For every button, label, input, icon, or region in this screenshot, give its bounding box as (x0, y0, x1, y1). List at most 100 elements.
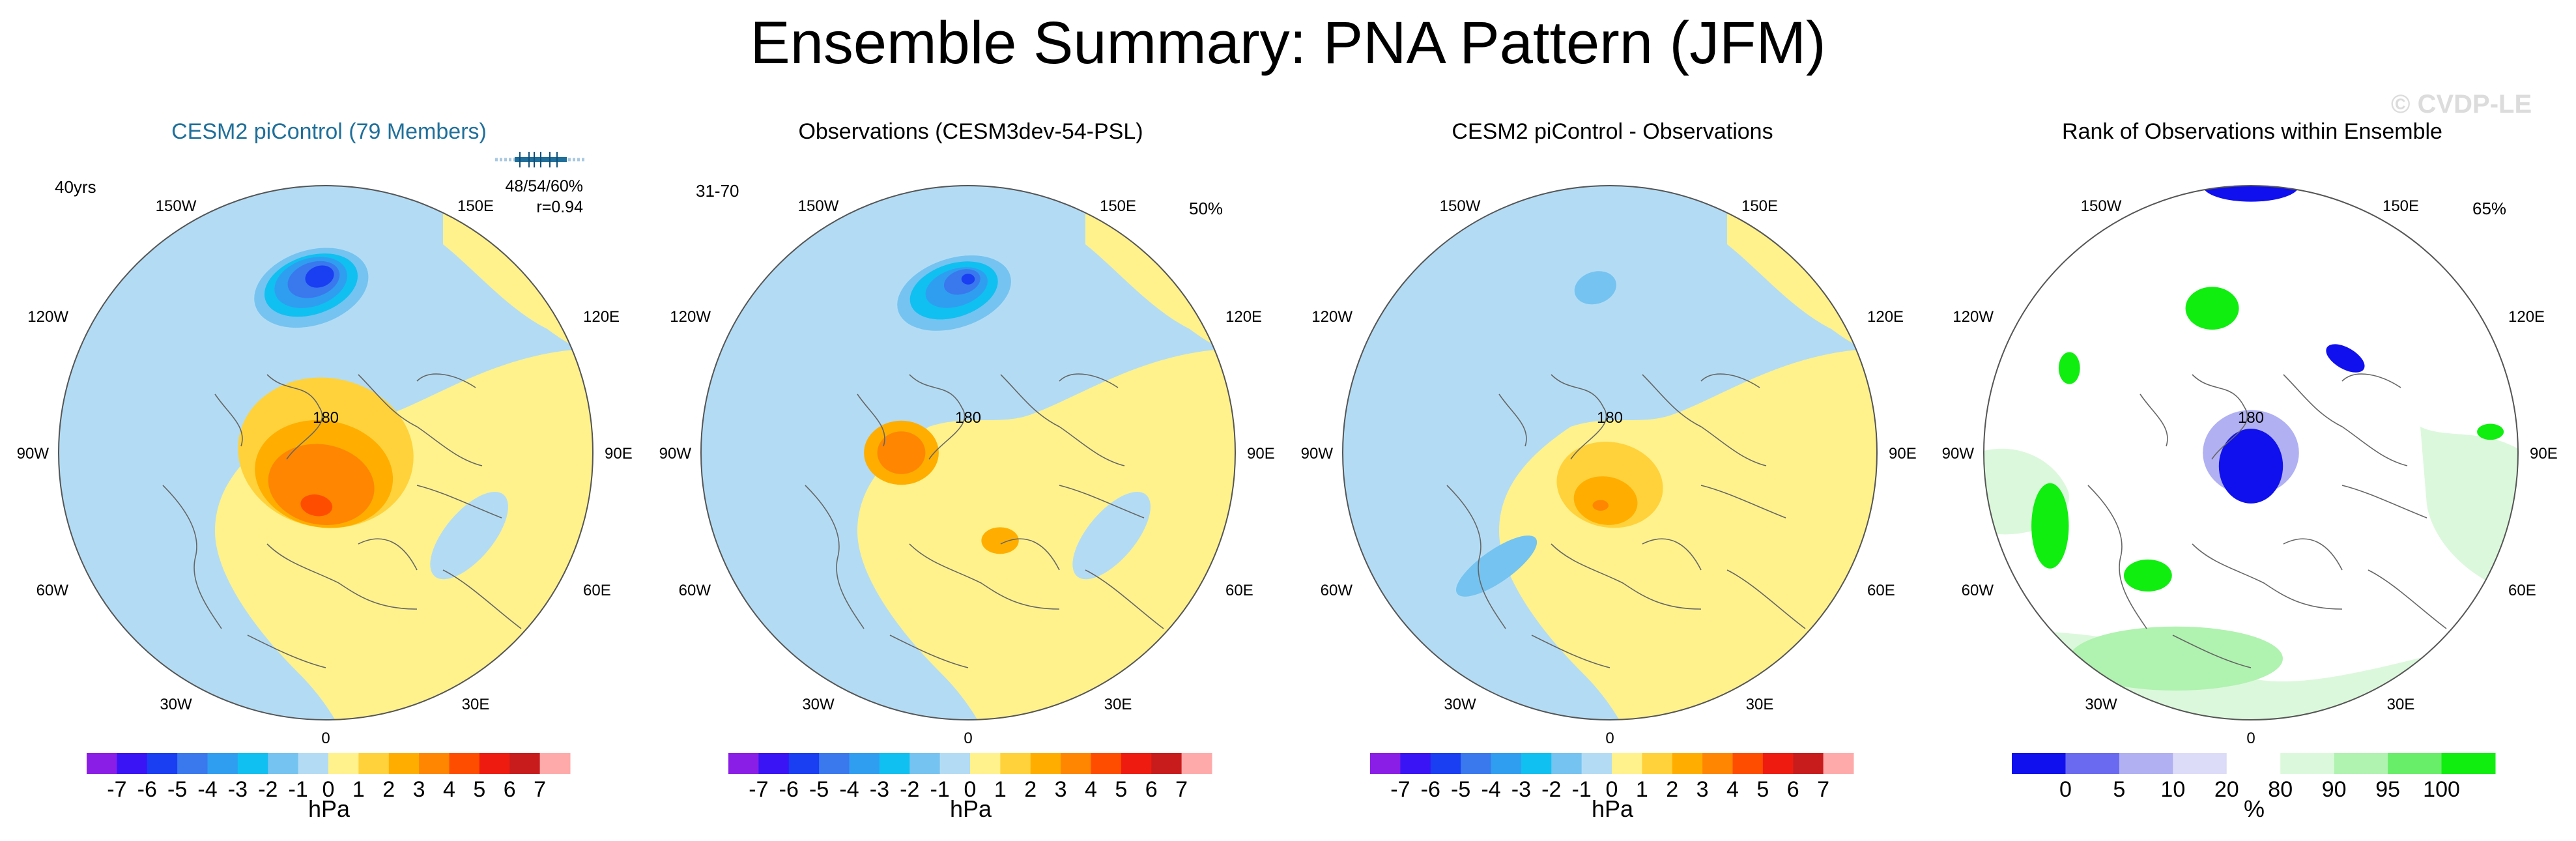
colorbar-tick-2-0: -7 (1390, 777, 1410, 802)
colorbar-tick-0-9: 2 (382, 777, 395, 802)
colorbar-tick-1-13: 6 (1145, 777, 1158, 802)
colorbar-tick-0-4: -3 (227, 777, 248, 802)
colorbar-box-3 (819, 753, 850, 774)
colorbar-tick-2-11: 4 (1726, 777, 1739, 802)
field-contour-8 (2058, 352, 2080, 384)
map-label-0-upper_left: 150W (155, 197, 197, 215)
map-label-3-mid_upper_left: 120W (1953, 308, 1994, 326)
map-label-3-lower_right: 30E (2386, 696, 2415, 713)
colorbar-tick-2-6: -1 (1571, 777, 1592, 802)
field-contour-5 (961, 274, 975, 285)
colorbar-box-4 (849, 753, 880, 774)
colorbar-box-3 (177, 753, 208, 774)
map-label-0-right: 90E (605, 445, 633, 463)
colorbar-box-2 (147, 753, 178, 774)
map-label-3-mid_lower_right: 60E (2508, 582, 2536, 599)
coastline-2 (358, 374, 483, 466)
colorbar-tick-2-3: -4 (1481, 777, 1501, 802)
map-field (701, 186, 1235, 720)
map-label-2-lower_right: 30E (1745, 696, 1774, 713)
panel-2-years: 31-70 (696, 181, 739, 201)
colorbar-tick-2-5: -2 (1541, 777, 1562, 802)
coastline-8 (889, 634, 969, 668)
coastline-3 (2341, 373, 2401, 388)
colorbar-tick-1-1: -6 (779, 777, 799, 802)
map-field (59, 186, 593, 720)
map-label-1-mid_upper_right: 120E (1225, 308, 1263, 326)
map-label-3-right: 90E (2530, 445, 2558, 463)
map-field (1984, 186, 2518, 720)
watermark: © CVDP-LE (2391, 90, 2532, 119)
colorbar-box-14 (509, 753, 541, 774)
field-contour-5 (305, 265, 334, 288)
panel-2-map (700, 185, 1236, 720)
coastline-2 (2283, 374, 2408, 466)
map-label-1-mid_upper_left: 120W (670, 308, 711, 326)
colorbar-box-7 (298, 753, 329, 774)
colorbar-box-13 (479, 753, 510, 774)
colorbar-box-12 (1091, 753, 1122, 774)
coastline-2 (1000, 374, 1125, 466)
panel-3-colorbar (1370, 753, 1854, 774)
coastline-6 (358, 538, 418, 571)
map-label-1-upper_left: 150W (797, 197, 839, 215)
coastline-7 (1700, 485, 1786, 519)
colorbar-box-6 (1551, 753, 1582, 774)
colorbar-tick-3-0: 0 (2059, 777, 2072, 802)
map-label-3-left: 90W (1941, 445, 1974, 463)
map-label-3-bottom: 0 (2246, 730, 2255, 747)
colorbar-tick-3-2: 10 (2160, 777, 2186, 802)
map-label-1-lower_left: 30W (802, 696, 835, 713)
colorbar-box-8 (2441, 753, 2496, 774)
colorbar-box-5 (2280, 753, 2335, 774)
map-label-0-mid_upper_right: 120E (583, 308, 620, 326)
colorbar-tick-1-7: 0 (964, 777, 977, 802)
map-label-1-mid_lower_right: 60E (1225, 582, 1253, 599)
map-label-2-upper_left: 150W (1439, 197, 1481, 215)
coastline-8 (247, 634, 326, 668)
colorbar-box-9 (358, 753, 390, 774)
map-label-0-top: 180 (312, 409, 339, 427)
colorbar-box-15 (1181, 753, 1212, 774)
panel-1-units: hPa (308, 795, 351, 822)
colorbar-tick-0-10: 3 (412, 777, 425, 802)
colorbar-tick-0-5: -2 (258, 777, 278, 802)
colorbar-box-5 (237, 753, 268, 774)
colorbar-tick-0-8: 1 (352, 777, 365, 802)
colorbar-tick-1-14: 7 (1175, 777, 1188, 802)
colorbar-tick-0-12: 5 (473, 777, 486, 802)
map-outline (1342, 185, 1878, 720)
coastline-8 (1531, 634, 1610, 668)
colorbar-box-5 (1521, 753, 1552, 774)
coastline-6 (2283, 538, 2343, 571)
colorbar-box-8 (328, 753, 359, 774)
colorbar-box-13 (1121, 753, 1152, 774)
colorbar-tick-1-0: -7 (749, 777, 769, 802)
colorbar-box-11 (1702, 753, 1733, 774)
map-label-3-mid_upper_right: 120E (2508, 308, 2545, 326)
map-label-3-top: 180 (2237, 409, 2265, 427)
colorbar-box-15 (539, 753, 571, 774)
map-label-0-mid_lower_left: 60W (36, 582, 68, 599)
coastline-5 (2192, 543, 2343, 610)
map-label-1-lower_right: 30E (1104, 696, 1132, 713)
colorbar-tick-0-1: -6 (137, 777, 157, 802)
colorbar-box-11 (419, 753, 450, 774)
map-label-2-lower_left: 30W (1444, 696, 1476, 713)
colorbar-tick-2-1: -6 (1420, 777, 1440, 802)
colorbar-tick-3-7: 100 (2423, 777, 2460, 802)
panel-1-years: 40yrs (55, 177, 96, 197)
coastline-4 (805, 485, 865, 629)
coastlines (2087, 373, 2447, 668)
panel-2-percent: 50% (1189, 199, 1224, 218)
panel-2-units: hPa (949, 795, 992, 822)
coastline-1 (2140, 393, 2168, 447)
panel-3-map (1342, 185, 1878, 720)
colorbar-tick-1-9: 2 (1024, 777, 1037, 802)
field-contour-1 (2185, 287, 2239, 330)
map-label-2-mid_lower_left: 60W (1320, 582, 1352, 599)
colorbar-box-15 (1823, 753, 1854, 774)
coastline-0 (266, 374, 323, 460)
colorbar-box-0 (728, 753, 759, 774)
